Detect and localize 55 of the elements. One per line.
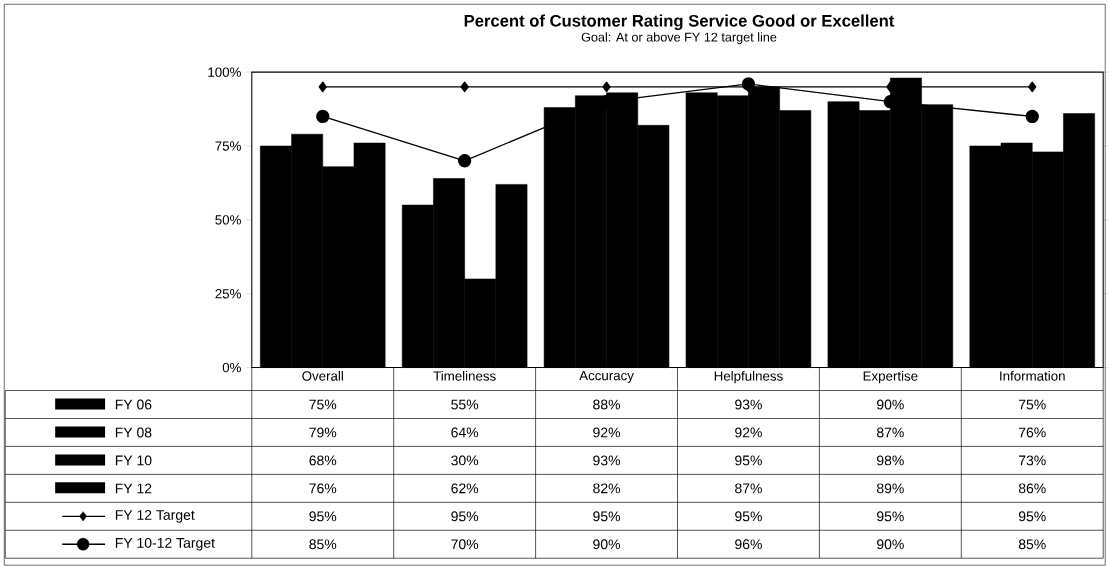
y-tick-label: 50% xyxy=(215,214,241,225)
data-label: 76% xyxy=(309,483,337,494)
data-label: 95% xyxy=(593,511,621,522)
data-label: 79% xyxy=(309,427,337,438)
y-tick-label: 0% xyxy=(222,362,241,373)
data-label: 95% xyxy=(735,511,762,522)
data-label: 89% xyxy=(876,483,904,494)
data-label: 95% xyxy=(735,455,762,466)
x-tick-label: Accuracy xyxy=(579,370,634,383)
data-label: 85% xyxy=(1018,539,1046,549)
chart-subtitle: Goal: At or above FY 12 target line xyxy=(581,32,777,44)
data-label: 64% xyxy=(451,427,479,438)
data-label: 88% xyxy=(593,399,621,410)
legend-label: FY 12 xyxy=(115,483,152,493)
data-label: 73% xyxy=(1018,455,1046,466)
x-tick-label: Expertise xyxy=(863,370,918,384)
data-label: 95% xyxy=(1018,511,1046,522)
data-label: 92% xyxy=(735,427,762,438)
legend-label: FY 12 Target xyxy=(115,509,195,523)
data-label: 93% xyxy=(593,455,621,466)
data-label: 96% xyxy=(735,539,762,549)
legend-label: FY 10-12 Target xyxy=(115,537,215,551)
data-label: 90% xyxy=(877,539,904,549)
y-tick-label: 100% xyxy=(208,67,241,77)
data-label: 95% xyxy=(309,511,337,522)
x-tick-label: Information xyxy=(1000,370,1065,381)
data-label: 30% xyxy=(451,455,479,466)
data-label: 55% xyxy=(451,399,479,410)
data-label: 98% xyxy=(877,455,904,466)
x-tick-label: Helpfulness xyxy=(714,370,783,384)
data-label: 75% xyxy=(309,399,337,410)
data-label: 92% xyxy=(593,427,621,438)
data-label: 87% xyxy=(876,427,904,438)
data-label: 95% xyxy=(877,511,904,522)
data-label: 70% xyxy=(451,539,479,549)
data-label: 86% xyxy=(1018,483,1046,494)
legend-label: FY 08 xyxy=(115,427,152,438)
data-label: 68% xyxy=(309,455,337,466)
data-label: 90% xyxy=(877,399,904,410)
x-tick-label: Overall xyxy=(302,370,343,381)
data-label: 85% xyxy=(309,539,337,549)
data-label: 62% xyxy=(451,483,479,494)
data-label: 82% xyxy=(593,483,621,494)
y-tick-label: 75% xyxy=(215,141,241,151)
data-label: 87% xyxy=(735,483,762,494)
data-label: 95% xyxy=(451,511,479,522)
data-label: 93% xyxy=(735,399,762,410)
chart-title: Percent of Customer Rating Service Good or Excellent xyxy=(464,14,895,30)
data-label: 90% xyxy=(593,539,621,549)
data-label: 75% xyxy=(1018,399,1046,410)
y-tick-label: 25% xyxy=(215,288,241,299)
legend-label: FY 06 xyxy=(115,399,152,410)
data-label: 76% xyxy=(1018,427,1046,438)
legend-label: FY 10 xyxy=(115,455,152,466)
x-tick-label: Timeliness xyxy=(433,370,496,381)
